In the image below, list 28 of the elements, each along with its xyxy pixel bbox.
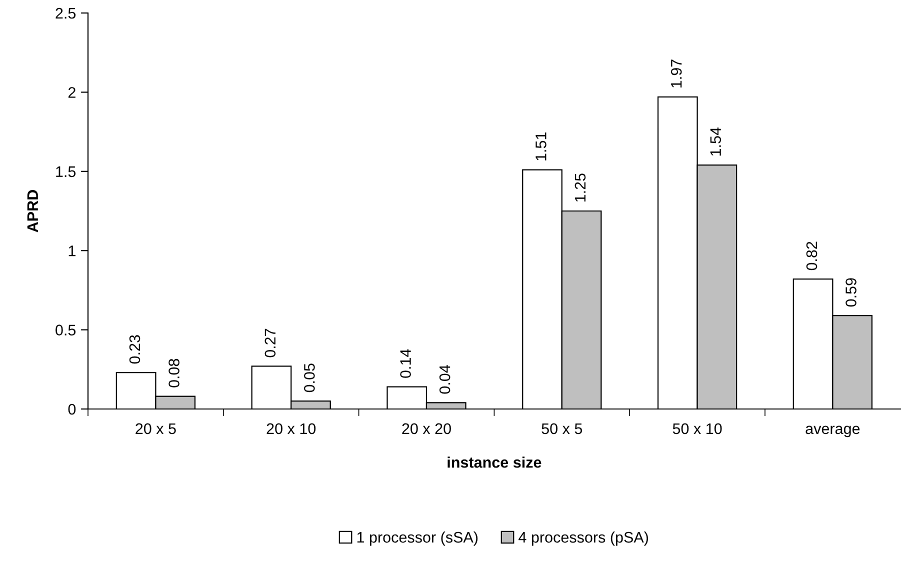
- data-label: 0.08: [168, 358, 180, 388]
- data-label: 1.54: [710, 127, 722, 156]
- x-tick-label: 20 x 20: [402, 423, 451, 434]
- data-label: 1.25: [574, 174, 586, 202]
- x-tick-label: 20 x 5: [136, 423, 176, 434]
- data-label: 0.27: [264, 328, 276, 358]
- x-tick-label: 50 x 5: [542, 423, 582, 434]
- data-label: 0.23: [129, 335, 140, 364]
- y-tick-label: 2.5: [56, 8, 76, 19]
- x-tick-label: 20 x 10: [266, 423, 316, 434]
- data-label: 0.82: [806, 242, 818, 270]
- data-label: 0.04: [439, 365, 450, 394]
- y-tick-label: 0: [68, 404, 76, 415]
- data-label: 1.97: [670, 60, 682, 88]
- legend-label: 1 processor (sSA): [357, 531, 478, 546]
- x-axis-title: instance size: [448, 456, 542, 468]
- data-label: 0.05: [304, 364, 315, 392]
- x-tick-label: average: [806, 426, 860, 438]
- data-label: 0.14: [400, 349, 411, 378]
- y-tick-label: 1.5: [56, 166, 76, 178]
- y-tick-label: 2: [68, 87, 76, 98]
- y-axis-title: APRD: [27, 190, 38, 232]
- y-tick-label: 1: [68, 246, 76, 256]
- data-label: 1.51: [536, 132, 546, 160]
- y-tick-label: 0.5: [56, 324, 76, 336]
- x-tick-label: 50 x 10: [672, 423, 722, 434]
- data-label: 0.59: [846, 278, 856, 307]
- legend-label: 4 processors (pSA): [518, 531, 648, 546]
